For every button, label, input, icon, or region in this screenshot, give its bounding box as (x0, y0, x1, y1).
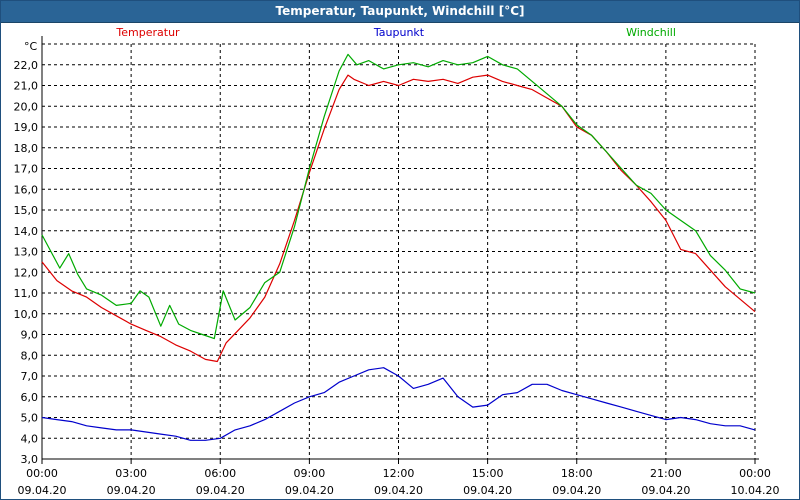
axes (41, 36, 759, 464)
x-tick-date-label: 09.04.20 (107, 484, 156, 497)
x-tick-date-label: 09.04.20 (374, 484, 423, 497)
legend-entry-windchill: Windchill (626, 26, 676, 39)
x-tick-date-label: 09.04.20 (18, 484, 67, 497)
x-tick-date-label: 09.04.20 (641, 484, 690, 497)
legend: Temperatur Taupunkt Windchill (115, 26, 676, 39)
y-tick-label: 4,0 (21, 432, 39, 445)
y-tick-label: 5,0 (21, 412, 39, 425)
x-tick-date-label: 10.04.20 (731, 484, 780, 497)
legend-entry-temperatur: Temperatur (115, 26, 180, 39)
y-tick-label: 7,0 (21, 370, 39, 383)
x-tick-time-label: 00:00 (739, 467, 771, 480)
y-tick-label: 20,0 (14, 100, 39, 113)
title-bar: Temperatur, Taupunkt, Windchill [°C] (1, 1, 799, 23)
y-tick-label: 18,0 (14, 142, 39, 155)
x-tick-labels: 00:00 09.04.20 03:00 09.04.20 06:00 09.04.20 0… (18, 467, 780, 497)
y-tick-label: 15,0 (14, 204, 39, 217)
y-tick-label: 13,0 (14, 246, 39, 259)
y-tick-label: 17,0 (14, 163, 39, 176)
y-tick-label: 10,0 (14, 308, 39, 321)
x-tick-time-label: 06:00 (204, 467, 236, 480)
series-line-taupunkt (41, 367, 756, 441)
x-tick-time-label: 12:00 (383, 467, 415, 480)
y-tick-label: 12,0 (14, 266, 39, 279)
y-axis-unit-label: °C (24, 40, 38, 53)
x-tick-time-label: 00:00 (26, 467, 58, 480)
x-tick-date-label: 09.04.20 (285, 484, 334, 497)
legend-entry-taupunkt: Taupunkt (373, 26, 425, 39)
y-tick-label: 21,0 (14, 80, 39, 93)
y-tick-label: 3,0 (21, 453, 39, 466)
y-tick-label: 11,0 (14, 287, 39, 300)
series-lines (41, 53, 756, 441)
chart-title: Temperatur, Taupunkt, Windchill [°C] (275, 4, 525, 18)
y-tick-label: 6,0 (21, 391, 39, 404)
y-tick-label: 14,0 (14, 225, 39, 238)
y-tick-labels: 3,0 4,0 5,0 6,0 7,0 8,0 9,0 10,0 11,0 12,0 13,0 14,… (14, 59, 39, 466)
x-tick-date-label: 09.04.20 (196, 484, 245, 497)
x-tick-date-label: 09.04.20 (552, 484, 601, 497)
y-tick-label: 22,0 (14, 59, 39, 72)
y-tick-label: 16,0 (14, 183, 39, 196)
y-tick-label: 19,0 (14, 121, 39, 134)
x-tick-time-label: 18:00 (561, 467, 593, 480)
x-tick-time-label: 03:00 (115, 467, 147, 480)
y-tick-label: 9,0 (21, 329, 39, 342)
x-tick-time-label: 15:00 (472, 467, 504, 480)
grid-lines (42, 43, 755, 459)
x-tick-date-label: 09.04.20 (463, 484, 512, 497)
series-line-windchill (41, 53, 756, 340)
x-tick-time-label: 21:00 (650, 467, 682, 480)
x-tick-time-label: 09:00 (294, 467, 326, 480)
y-tick-label: 8,0 (21, 349, 39, 362)
